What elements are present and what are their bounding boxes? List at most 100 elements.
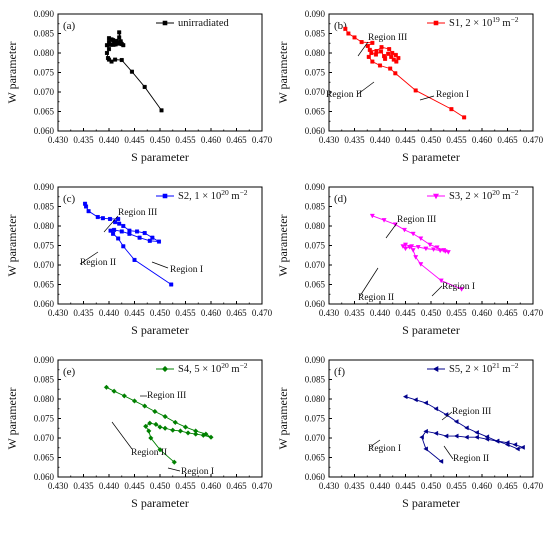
y-tick-label: 0.060: [34, 299, 55, 309]
panel-label: (c): [63, 193, 76, 205]
data-point: [105, 56, 110, 61]
panel-a: 0.430 0.435 0.440 0.445 0.450 0.455 0.460 0.465…: [5, 9, 273, 164]
y-tick-label: 0.060: [305, 472, 326, 482]
region-i-label: Region I: [368, 444, 401, 454]
x-tick-label: 0.430: [48, 308, 69, 318]
y-tick-label: 0.060: [305, 126, 326, 136]
x-tick-label: 0.455: [446, 135, 467, 145]
panel-b: 0.430 0.435 0.440 0.445 0.450 0.455 0.460 0.465…: [276, 9, 544, 164]
x-axis-label: S parameter: [402, 323, 460, 337]
data-point: [182, 424, 189, 430]
data-point: [413, 88, 418, 93]
data-point: [119, 58, 124, 63]
legend-label: S2, 1 × 1020 m−2: [178, 188, 248, 202]
region-pointer-line: [357, 41, 369, 57]
region-i-label: Region I: [181, 467, 214, 477]
y-tick-label: 0.075: [34, 241, 55, 251]
data-point: [346, 31, 351, 36]
x-tick-label: 0.450: [150, 308, 171, 318]
data-point: [403, 246, 408, 252]
y-tick-label: 0.080: [34, 48, 55, 58]
data-point: [142, 231, 147, 236]
x-tick-label: 0.435: [344, 135, 365, 145]
data-point: [117, 30, 122, 35]
x-tick-label: 0.440: [370, 135, 391, 145]
data-point: [418, 262, 424, 267]
y-tick-label: 0.060: [34, 126, 55, 136]
data-point: [449, 107, 454, 112]
data-point: [370, 59, 375, 64]
data-point: [203, 431, 209, 437]
data-point: [390, 51, 395, 55]
x-tick-label: 0.435: [344, 481, 365, 491]
data-point: [208, 434, 214, 440]
legend-marker: [433, 20, 439, 26]
data-point: [383, 56, 388, 61]
x-tick-label: 0.435: [73, 481, 94, 491]
y-tick-label: 0.065: [34, 280, 55, 290]
data-point: [162, 425, 168, 431]
data-point: [169, 282, 174, 287]
data-point: [100, 216, 105, 221]
x-tick-label: 0.455: [175, 481, 196, 491]
panel-c: 0.430 0.435 0.440 0.445 0.450 0.455 0.460 0.465…: [5, 182, 273, 337]
region-i-label: Region I: [170, 265, 203, 275]
data-point: [445, 250, 451, 255]
data-point: [137, 235, 142, 240]
y-tick-label: 0.060: [305, 299, 326, 309]
y-tick-label: 0.065: [34, 107, 55, 117]
legend-marker: [432, 365, 439, 373]
data-point: [119, 229, 124, 234]
x-tick-label: 0.430: [319, 308, 340, 318]
data-point: [142, 403, 148, 409]
y-tick-label: 0.085: [305, 29, 326, 39]
data-point: [86, 209, 91, 214]
y-tick-label: 0.060: [34, 472, 55, 482]
x-tick-label: 0.460: [201, 481, 222, 491]
data-point: [185, 430, 191, 436]
data-point: [111, 388, 117, 394]
data-point: [410, 231, 416, 237]
x-tick-label: 0.465: [226, 135, 247, 145]
data-point: [453, 419, 459, 425]
data-point: [393, 52, 398, 57]
x-tick-label: 0.430: [319, 135, 340, 145]
region-i-label: Region I: [442, 282, 475, 292]
x-tick-label: 0.455: [175, 308, 196, 318]
x-tick-label: 0.455: [175, 135, 196, 145]
data-point: [111, 231, 116, 236]
region-iii-label: Region III: [452, 407, 491, 417]
x-tick-label: 0.465: [226, 308, 247, 318]
data-point: [150, 235, 155, 240]
x-tick-label: 0.440: [99, 481, 120, 491]
data-point: [423, 428, 428, 434]
data-point: [410, 248, 416, 253]
legend-marker: [432, 193, 440, 200]
x-tick-label: 0.430: [48, 135, 69, 145]
data-point: [193, 428, 199, 434]
x-tick-label: 0.440: [370, 308, 391, 318]
panel-label: (a): [63, 20, 76, 32]
region-ii-label: Region II: [326, 90, 362, 100]
data-point: [121, 244, 126, 249]
data-point: [515, 446, 520, 452]
data-point: [437, 248, 443, 254]
y-tick-label: 0.090: [305, 9, 326, 19]
x-tick-label: 0.445: [395, 308, 416, 318]
data-point: [170, 427, 176, 433]
data-point: [413, 397, 418, 403]
data-point: [381, 218, 387, 223]
region-pointer-line: [419, 95, 435, 101]
x-axis-label: S parameter: [131, 323, 189, 337]
data-point: [512, 442, 518, 448]
data-point: [418, 236, 424, 242]
region-pointer-line: [369, 439, 381, 448]
panel-label: (e): [63, 366, 76, 378]
data-point: [157, 447, 163, 453]
x-tick-label: 0.460: [201, 135, 222, 145]
x-tick-label: 0.470: [523, 135, 544, 145]
x-tick-label: 0.445: [124, 481, 145, 491]
x-axis-label: S parameter: [131, 150, 189, 164]
region-ii-label: Region II: [80, 258, 116, 268]
x-tick-label: 0.465: [497, 135, 518, 145]
